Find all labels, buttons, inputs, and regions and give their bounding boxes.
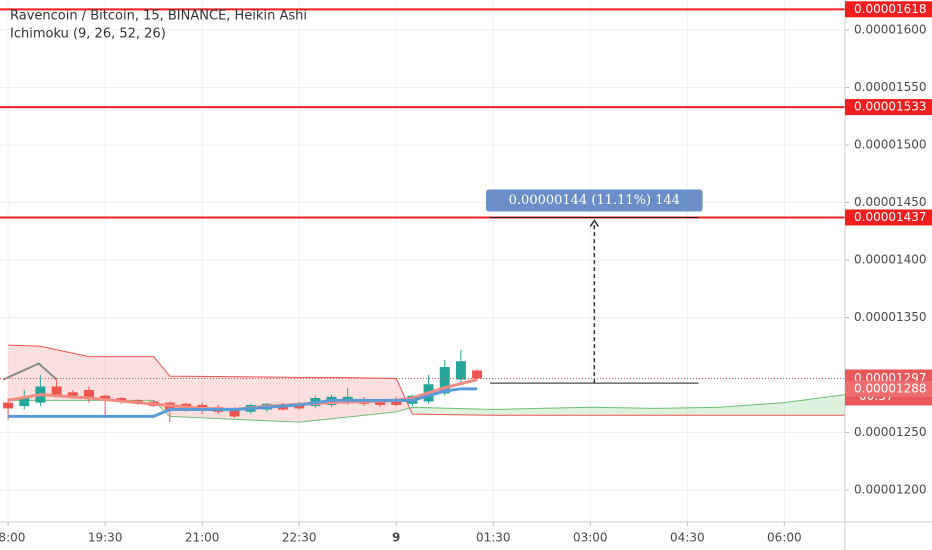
cloud-segment: [88, 356, 154, 401]
level-label: 0.00001618: [854, 2, 927, 16]
x-tick-label: 22:30: [282, 531, 317, 545]
x-tick-label: 06:00: [767, 531, 802, 545]
level-label: 0.00001437: [854, 210, 927, 224]
cloud-segment: [654, 407, 720, 416]
measure-label-bg: [486, 189, 703, 212]
y-tick-label: 0.00001500: [854, 138, 927, 152]
indicator-price-bg: [845, 380, 932, 397]
candle-body: [3, 402, 14, 409]
y-tick-label: 0.00001450: [854, 195, 927, 209]
x-tick-label: 01:30: [476, 531, 511, 545]
candle-body: [391, 399, 402, 405]
candle-body: [51, 386, 62, 395]
y-tick-label: 0.00001250: [854, 425, 927, 439]
cloud-segment: [40, 346, 89, 401]
x-tick-label: 9: [392, 531, 400, 545]
candle-body: [375, 400, 386, 405]
x-tick-label: 04:30: [670, 531, 705, 545]
indicator-price-label: 0.00001288: [854, 381, 927, 395]
candle-body: [439, 366, 450, 394]
arrow-head: [589, 219, 599, 227]
indicator-line: [2, 362, 58, 381]
level-label: 0.00001533: [854, 100, 927, 114]
y-tick-label: 0.00001550: [854, 80, 927, 94]
indicator-line: [8, 387, 478, 418]
cloud-segment: [8, 345, 41, 401]
candle-body: [67, 392, 78, 399]
price-axis-bg: [845, 0, 932, 550]
measure-label: 0.00000144 (11.11%) 144: [509, 193, 680, 208]
y-tick-label: 0.00001600: [854, 23, 927, 37]
cloud-segment: [719, 402, 785, 416]
candle-body: [19, 398, 30, 407]
x-tick-label: 18:00: [0, 531, 25, 545]
level-label-bg: [845, 99, 932, 116]
chart-title: Ravencoin / Bitcoin, 15, BINANCE, Heikin…: [10, 9, 307, 24]
candle-body: [83, 389, 94, 399]
plot-area: 0.00000144 (11.11%) 144: [0, 0, 846, 522]
level-label-bg: [845, 209, 932, 226]
cloud-segment: [590, 407, 655, 416]
y-tick-label: 0.00001400: [854, 253, 927, 267]
y-tick-label: 0.00001200: [854, 483, 927, 497]
x-tick-label: 21:00: [185, 531, 220, 545]
candle-body: [229, 408, 240, 417]
x-tick-label: 19:30: [88, 531, 123, 545]
y-tick-label: 0.00001350: [854, 310, 927, 324]
level-label-bg: [845, 1, 932, 18]
time-axis-bg: [0, 522, 932, 550]
candle-body: [455, 361, 466, 380]
cloud-segment: [784, 394, 845, 416]
x-tick-label: 03:00: [573, 531, 608, 545]
candle-body: [472, 370, 483, 379]
indicator-title: Ichimoku (9, 26, 52, 26): [10, 27, 166, 42]
candle-body: [100, 395, 111, 401]
